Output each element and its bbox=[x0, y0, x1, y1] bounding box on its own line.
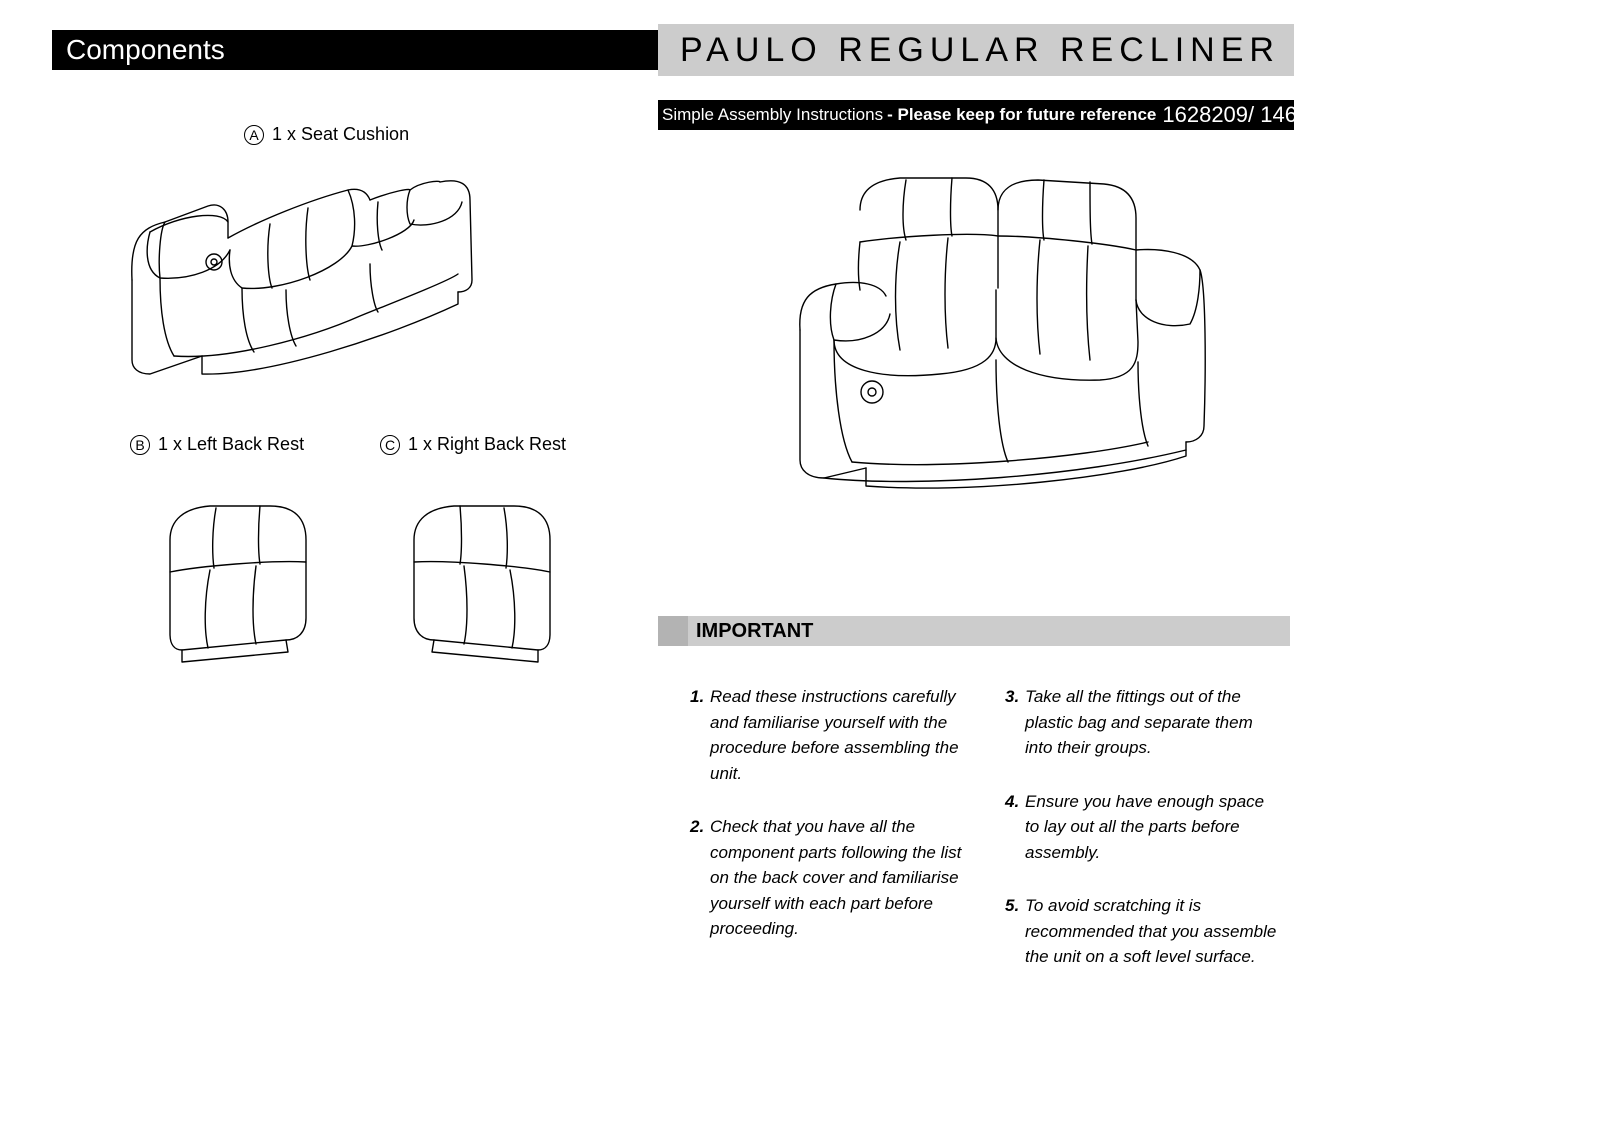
note-number: 5. bbox=[1005, 893, 1023, 970]
component-b-label: B 1 x Left Back Rest bbox=[130, 434, 304, 455]
seat-cushion-illustration bbox=[110, 160, 510, 410]
note-item: 4. Ensure you have enough space to lay o… bbox=[1005, 789, 1280, 866]
subheader-codes: 1628209/ 1467295 bbox=[1162, 102, 1346, 128]
product-title: PAULO REGULAR RECLINER bbox=[658, 24, 1294, 76]
note-text: Ensure you have enough space to lay out … bbox=[1023, 789, 1280, 866]
component-c-letter: C bbox=[380, 435, 400, 455]
note-text: Read these instructions carefully and fa… bbox=[708, 684, 965, 786]
left-backrest-illustration bbox=[160, 500, 320, 670]
component-b-text: 1 x Left Back Rest bbox=[158, 434, 304, 455]
component-b-letter: B bbox=[130, 435, 150, 455]
note-number: 2. bbox=[690, 814, 708, 942]
subheader-bar: Simple Assembly Instructions - Please ke… bbox=[658, 100, 1294, 130]
note-item: 5. To avoid scratching it is recommended… bbox=[1005, 893, 1280, 970]
note-number: 1. bbox=[690, 684, 708, 786]
component-c-text: 1 x Right Back Rest bbox=[408, 434, 566, 455]
important-notes: 1. Read these instructions carefully and… bbox=[690, 684, 1280, 998]
note-number: 3. bbox=[1005, 684, 1023, 761]
note-number: 4. bbox=[1005, 789, 1023, 866]
assembled-recliner-illustration bbox=[740, 170, 1250, 540]
note-text: To avoid scratching it is recommended th… bbox=[1023, 893, 1280, 970]
subheader-prefix: Simple Assembly Instructions bbox=[662, 105, 883, 125]
important-header: IMPORTANT bbox=[658, 616, 1290, 646]
component-a-label: A 1 x Seat Cushion bbox=[244, 124, 409, 145]
note-item: 1. Read these instructions carefully and… bbox=[690, 684, 965, 786]
note-item: 2. Check that you have all the component… bbox=[690, 814, 965, 942]
notes-column-left: 1. Read these instructions carefully and… bbox=[690, 684, 965, 998]
note-text: Check that you have all the component pa… bbox=[708, 814, 965, 942]
note-item: 3. Take all the fittings out of the plas… bbox=[1005, 684, 1280, 761]
right-backrest-illustration bbox=[400, 500, 560, 670]
note-text: Take all the fittings out of the plastic… bbox=[1023, 684, 1280, 761]
components-header: Components bbox=[52, 30, 658, 70]
component-a-text: 1 x Seat Cushion bbox=[272, 124, 409, 145]
notes-column-right: 3. Take all the fittings out of the plas… bbox=[1005, 684, 1280, 998]
subheader-bold: - Please keep for future reference bbox=[887, 105, 1156, 125]
important-title: IMPORTANT bbox=[696, 620, 813, 643]
component-a-letter: A bbox=[244, 125, 264, 145]
component-c-label: C 1 x Right Back Rest bbox=[380, 434, 566, 455]
